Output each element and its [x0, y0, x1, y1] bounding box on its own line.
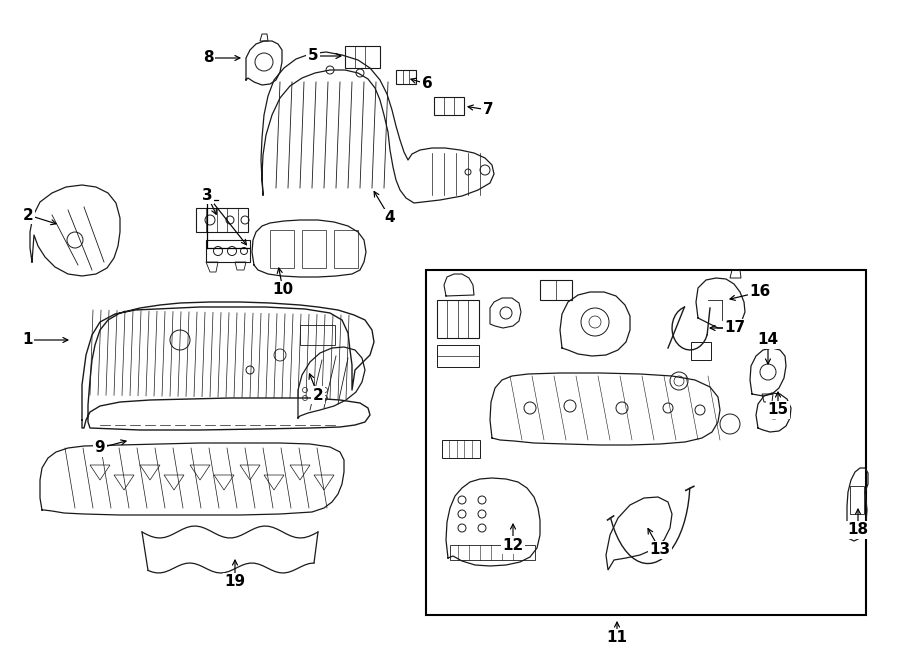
- Text: 13: 13: [650, 543, 670, 557]
- Text: 8: 8: [202, 50, 213, 65]
- Bar: [437, 300, 479, 338]
- Bar: [196, 208, 248, 232]
- Text: 11: 11: [607, 631, 627, 646]
- Text: 6: 6: [421, 77, 432, 91]
- Bar: [450, 545, 535, 560]
- Bar: [300, 325, 335, 345]
- Text: 7: 7: [482, 102, 493, 118]
- Text: 18: 18: [848, 522, 868, 537]
- Bar: [540, 280, 572, 300]
- Bar: [442, 440, 480, 458]
- Text: 5: 5: [308, 48, 319, 63]
- Bar: [850, 486, 864, 514]
- Text: 2: 2: [312, 387, 323, 403]
- Text: 10: 10: [273, 282, 293, 297]
- Bar: [437, 345, 479, 367]
- Text: 4: 4: [384, 210, 395, 225]
- Text: 1: 1: [22, 332, 33, 348]
- Text: 3: 3: [202, 188, 212, 202]
- Text: 14: 14: [758, 332, 778, 348]
- Text: 12: 12: [502, 537, 524, 553]
- Text: 3: 3: [202, 188, 212, 202]
- Text: 2: 2: [22, 208, 33, 223]
- Bar: [345, 46, 380, 68]
- Bar: [434, 97, 464, 115]
- Bar: [302, 230, 326, 268]
- Bar: [334, 230, 358, 268]
- Bar: [691, 342, 711, 360]
- Text: 9: 9: [94, 440, 105, 455]
- Text: 15: 15: [768, 403, 788, 418]
- Text: 17: 17: [724, 321, 745, 336]
- Bar: [270, 230, 294, 268]
- Text: 16: 16: [750, 284, 770, 299]
- Bar: [206, 240, 250, 262]
- Text: 19: 19: [224, 574, 246, 590]
- Bar: [396, 70, 416, 84]
- Bar: [426, 270, 866, 615]
